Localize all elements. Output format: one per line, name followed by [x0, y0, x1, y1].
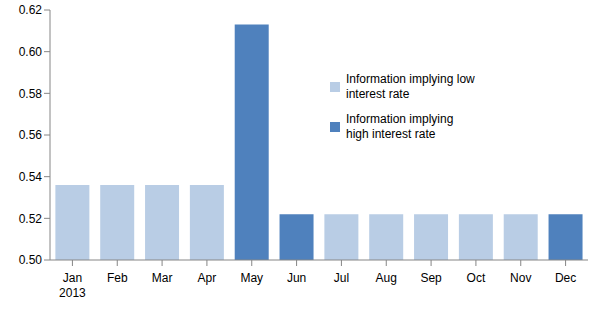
svg-text:0.56: 0.56 — [19, 128, 43, 142]
svg-text:Sep: Sep — [420, 271, 442, 285]
svg-text:Jan2013: Jan2013 — [59, 271, 86, 300]
svg-text:May: May — [240, 271, 263, 285]
html-text:Information implying high inte: Information implying high interest rate — [346, 112, 454, 141]
svg-text:Dec: Dec — [555, 271, 576, 285]
svg-text:0.58: 0.58 — [19, 87, 43, 101]
svg-text:0.50: 0.50 — [19, 253, 43, 267]
svg-text:0.52: 0.52 — [19, 212, 43, 226]
svg-text:Feb: Feb — [107, 271, 128, 285]
svg-text:Aug: Aug — [376, 271, 397, 285]
svg-text:0.54: 0.54 — [19, 170, 43, 184]
svg-text:Apr: Apr — [198, 271, 217, 285]
svg-text:Jun: Jun — [287, 271, 306, 285]
svg-text:Oct: Oct — [467, 271, 486, 285]
svg-text:0.60: 0.60 — [19, 45, 43, 59]
html-text:Information implying low inter: Information implying low interest rate — [346, 72, 475, 101]
svg-text:Nov: Nov — [510, 271, 531, 285]
svg-text:0.62: 0.62 — [19, 3, 43, 17]
svg-text:Mar: Mar — [152, 271, 173, 285]
svg-text:Jul: Jul — [334, 271, 349, 285]
